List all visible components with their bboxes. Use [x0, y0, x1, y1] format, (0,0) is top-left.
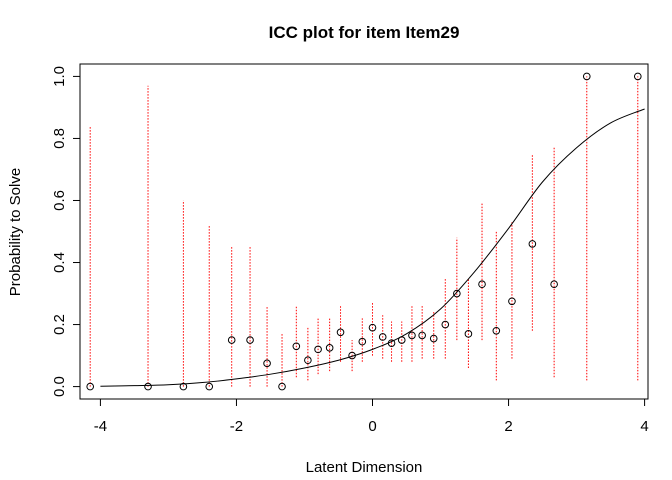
data-point	[292, 342, 301, 351]
x-tick-label: -2	[230, 418, 243, 435]
x-axis-label: Latent Dimension	[306, 459, 423, 476]
x-tick-label: 2	[504, 418, 512, 435]
data-point	[378, 333, 387, 341]
y-axis: 0.0 0.2 0.4 0.6 0.8 1.0	[51, 66, 80, 397]
data-point	[508, 297, 516, 306]
data-point	[633, 72, 642, 81]
data-point	[205, 382, 214, 391]
data-point	[304, 356, 312, 365]
confidence-intervals	[89, 76, 639, 387]
y-tick-label: 0.6	[51, 190, 68, 211]
data-point	[464, 330, 473, 338]
data-point	[429, 334, 438, 343]
data-point	[368, 323, 377, 332]
data-point	[441, 320, 450, 329]
data-point	[336, 328, 345, 337]
data-point	[246, 336, 254, 344]
data-point	[278, 382, 286, 391]
observed-points	[86, 72, 642, 391]
y-tick-label: 1.0	[51, 66, 68, 87]
data-point	[227, 336, 236, 344]
data-point	[528, 240, 537, 248]
data-point	[418, 331, 426, 340]
data-point	[358, 337, 367, 346]
data-point	[453, 289, 461, 298]
y-axis-label: Probability to Solve	[7, 168, 24, 296]
data-point	[478, 280, 486, 289]
data-point	[348, 351, 356, 360]
y-tick-label: 0.8	[51, 128, 68, 149]
data-point	[263, 359, 271, 368]
x-tick-label: -4	[94, 418, 107, 435]
data-point	[550, 280, 558, 289]
data-point	[582, 72, 591, 81]
data-point	[179, 382, 188, 391]
data-point	[86, 382, 95, 391]
data-point	[387, 339, 396, 347]
data-point	[408, 331, 416, 340]
data-point	[325, 344, 334, 352]
x-tick-label: 0	[368, 418, 376, 435]
y-tick-label: 0.4	[51, 252, 68, 273]
plot-frame	[79, 63, 649, 400]
data-point	[144, 382, 152, 391]
data-point	[492, 326, 501, 335]
x-axis: -4 -2 0 2 4	[94, 399, 649, 435]
y-tick-label: 0.0	[51, 376, 68, 397]
icc-curve	[100, 108, 645, 387]
y-tick-label: 0.2	[51, 314, 68, 335]
data-point	[397, 336, 406, 344]
data-point	[314, 345, 322, 354]
chart-title: ICC plot for item Item29	[269, 23, 460, 42]
x-tick-label: 4	[640, 418, 648, 435]
